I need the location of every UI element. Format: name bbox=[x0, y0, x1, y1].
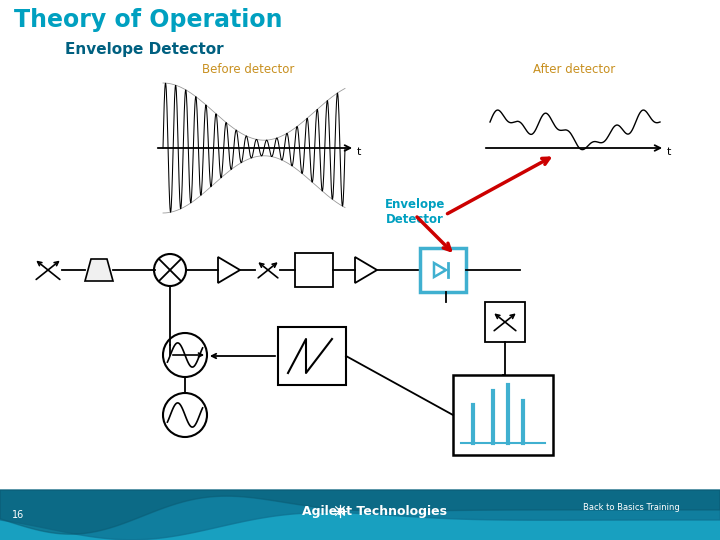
FancyBboxPatch shape bbox=[420, 248, 466, 292]
Text: After detector: After detector bbox=[533, 63, 615, 76]
Bar bbox=[485, 302, 525, 342]
Bar bbox=[278, 327, 346, 385]
Text: Theory of Operation: Theory of Operation bbox=[14, 8, 282, 32]
Text: 16: 16 bbox=[12, 510, 24, 520]
Text: t: t bbox=[667, 147, 671, 157]
Text: Envelope
Detector: Envelope Detector bbox=[384, 198, 445, 226]
Bar bbox=[453, 375, 553, 455]
Text: Before detector: Before detector bbox=[202, 63, 294, 76]
Bar bbox=[295, 253, 333, 287]
Text: t: t bbox=[357, 147, 361, 157]
Polygon shape bbox=[85, 259, 113, 281]
Text: Agilent Technologies: Agilent Technologies bbox=[302, 504, 448, 517]
Text: Envelope Detector: Envelope Detector bbox=[65, 42, 224, 57]
Text: Back to Basics Training: Back to Basics Training bbox=[583, 503, 680, 512]
Bar bbox=[0, 490, 720, 540]
